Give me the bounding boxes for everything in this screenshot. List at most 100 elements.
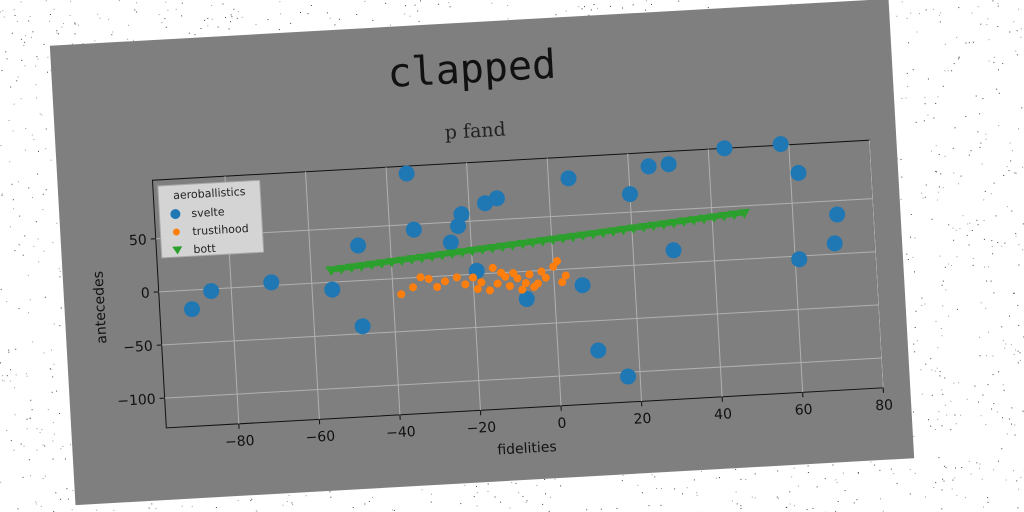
noise-speck — [35, 501, 37, 503]
noise-speck — [393, 509, 395, 511]
noise-speck — [983, 220, 985, 221]
noise-speck — [45, 128, 47, 130]
noise-speck — [991, 408, 993, 410]
noise-speck — [1016, 480, 1018, 482]
noise-speck — [939, 21, 941, 23]
noise-speck — [925, 363, 927, 365]
svelte-point — [665, 242, 682, 259]
noise-speck — [645, 0, 647, 2]
noise-speck — [900, 158, 902, 160]
noise-speck — [1018, 128, 1019, 130]
noise-speck — [986, 24, 988, 26]
noise-speck — [836, 482, 838, 483]
noise-speck — [935, 103, 937, 104]
noise-speck — [960, 414, 962, 416]
noise-speck — [987, 501, 989, 503]
noise-speck — [993, 469, 995, 471]
noise-speck — [955, 467, 956, 469]
noise-speck — [417, 10, 419, 12]
noise-speck — [288, 495, 290, 496]
noise-speck — [290, 22, 292, 24]
noise-speck — [536, 484, 538, 486]
noise-speck — [6, 301, 8, 303]
noise-speck — [931, 369, 933, 371]
noise-speck — [1008, 170, 1010, 172]
noise-speck — [906, 72, 908, 74]
x-grid-line — [466, 162, 481, 411]
trustihood-point — [561, 271, 570, 280]
noise-speck — [996, 411, 998, 413]
noise-speck — [932, 8, 934, 10]
noise-speck — [56, 222, 58, 224]
noise-speck — [913, 436, 915, 437]
noise-speck — [1009, 31, 1011, 33]
noise-speck — [60, 307, 62, 309]
noise-speck — [36, 56, 38, 58]
trustihood-point — [461, 280, 470, 289]
noise-speck — [992, 0, 994, 2]
noise-speck — [991, 246, 993, 247]
noise-speck — [912, 69, 914, 71]
noise-speck — [935, 320, 937, 322]
noise-speck — [518, 492, 520, 494]
noise-speck — [9, 226, 11, 228]
noise-speck — [5, 51, 7, 53]
noise-speck — [40, 505, 42, 507]
legend-marker-bott — [172, 246, 183, 255]
noise-speck — [1011, 423, 1012, 425]
noise-speck — [789, 491, 791, 493]
noise-speck — [993, 403, 995, 405]
trustihood-point — [397, 290, 406, 299]
noise-speck — [476, 505, 478, 507]
x-tick-label: 0 — [557, 416, 567, 432]
noise-speck — [30, 475, 32, 477]
svelte-point — [442, 234, 459, 251]
noise-speck — [905, 97, 907, 99]
noise-speck — [45, 0, 47, 2]
noise-speck — [487, 483, 489, 485]
noise-speck — [920, 369, 922, 371]
noise-speck — [405, 5, 406, 7]
noise-speck — [990, 193, 992, 195]
noise-speck — [1016, 30, 1018, 32]
noise-speck — [914, 271, 915, 273]
noise-speck — [586, 509, 588, 511]
noise-speck — [993, 61, 995, 63]
trustihood-point — [497, 268, 506, 277]
noise-speck — [910, 12, 912, 14]
noise-speck — [578, 6, 580, 8]
noise-speck — [966, 398, 968, 400]
noise-speck — [740, 478, 742, 480]
noise-speck — [500, 501, 502, 503]
noise-speck — [94, 40, 96, 42]
noise-speck — [933, 117, 935, 119]
noise-speck — [63, 23, 64, 25]
noise-speck — [52, 376, 54, 378]
noise-speck — [58, 268, 60, 270]
noise-speck — [735, 468, 737, 470]
y-tick-label: 50 — [129, 232, 148, 249]
trustihood-point — [433, 282, 442, 291]
noise-speck — [310, 5, 312, 6]
noise-speck — [1, 194, 3, 196]
noise-speck — [17, 508, 19, 510]
noise-speck — [97, 13, 99, 15]
noise-speck — [476, 492, 478, 494]
noise-speck — [392, 509, 394, 511]
noise-speck — [938, 411, 940, 413]
noise-speck — [1019, 359, 1021, 361]
noise-speck — [31, 409, 33, 411]
noise-speck — [953, 382, 955, 384]
noise-speck — [113, 509, 115, 511]
noise-speck — [857, 472, 859, 474]
noise-speck — [280, 13, 282, 15]
noise-speck — [1020, 28, 1022, 30]
noise-speck — [1006, 433, 1008, 435]
trustihood-point — [513, 274, 522, 283]
noise-speck — [60, 448, 62, 450]
noise-speck — [942, 85, 944, 87]
noise-speck — [37, 173, 39, 175]
noise-speck — [211, 18, 213, 20]
noise-speck — [980, 142, 982, 144]
noise-speck — [967, 223, 969, 225]
